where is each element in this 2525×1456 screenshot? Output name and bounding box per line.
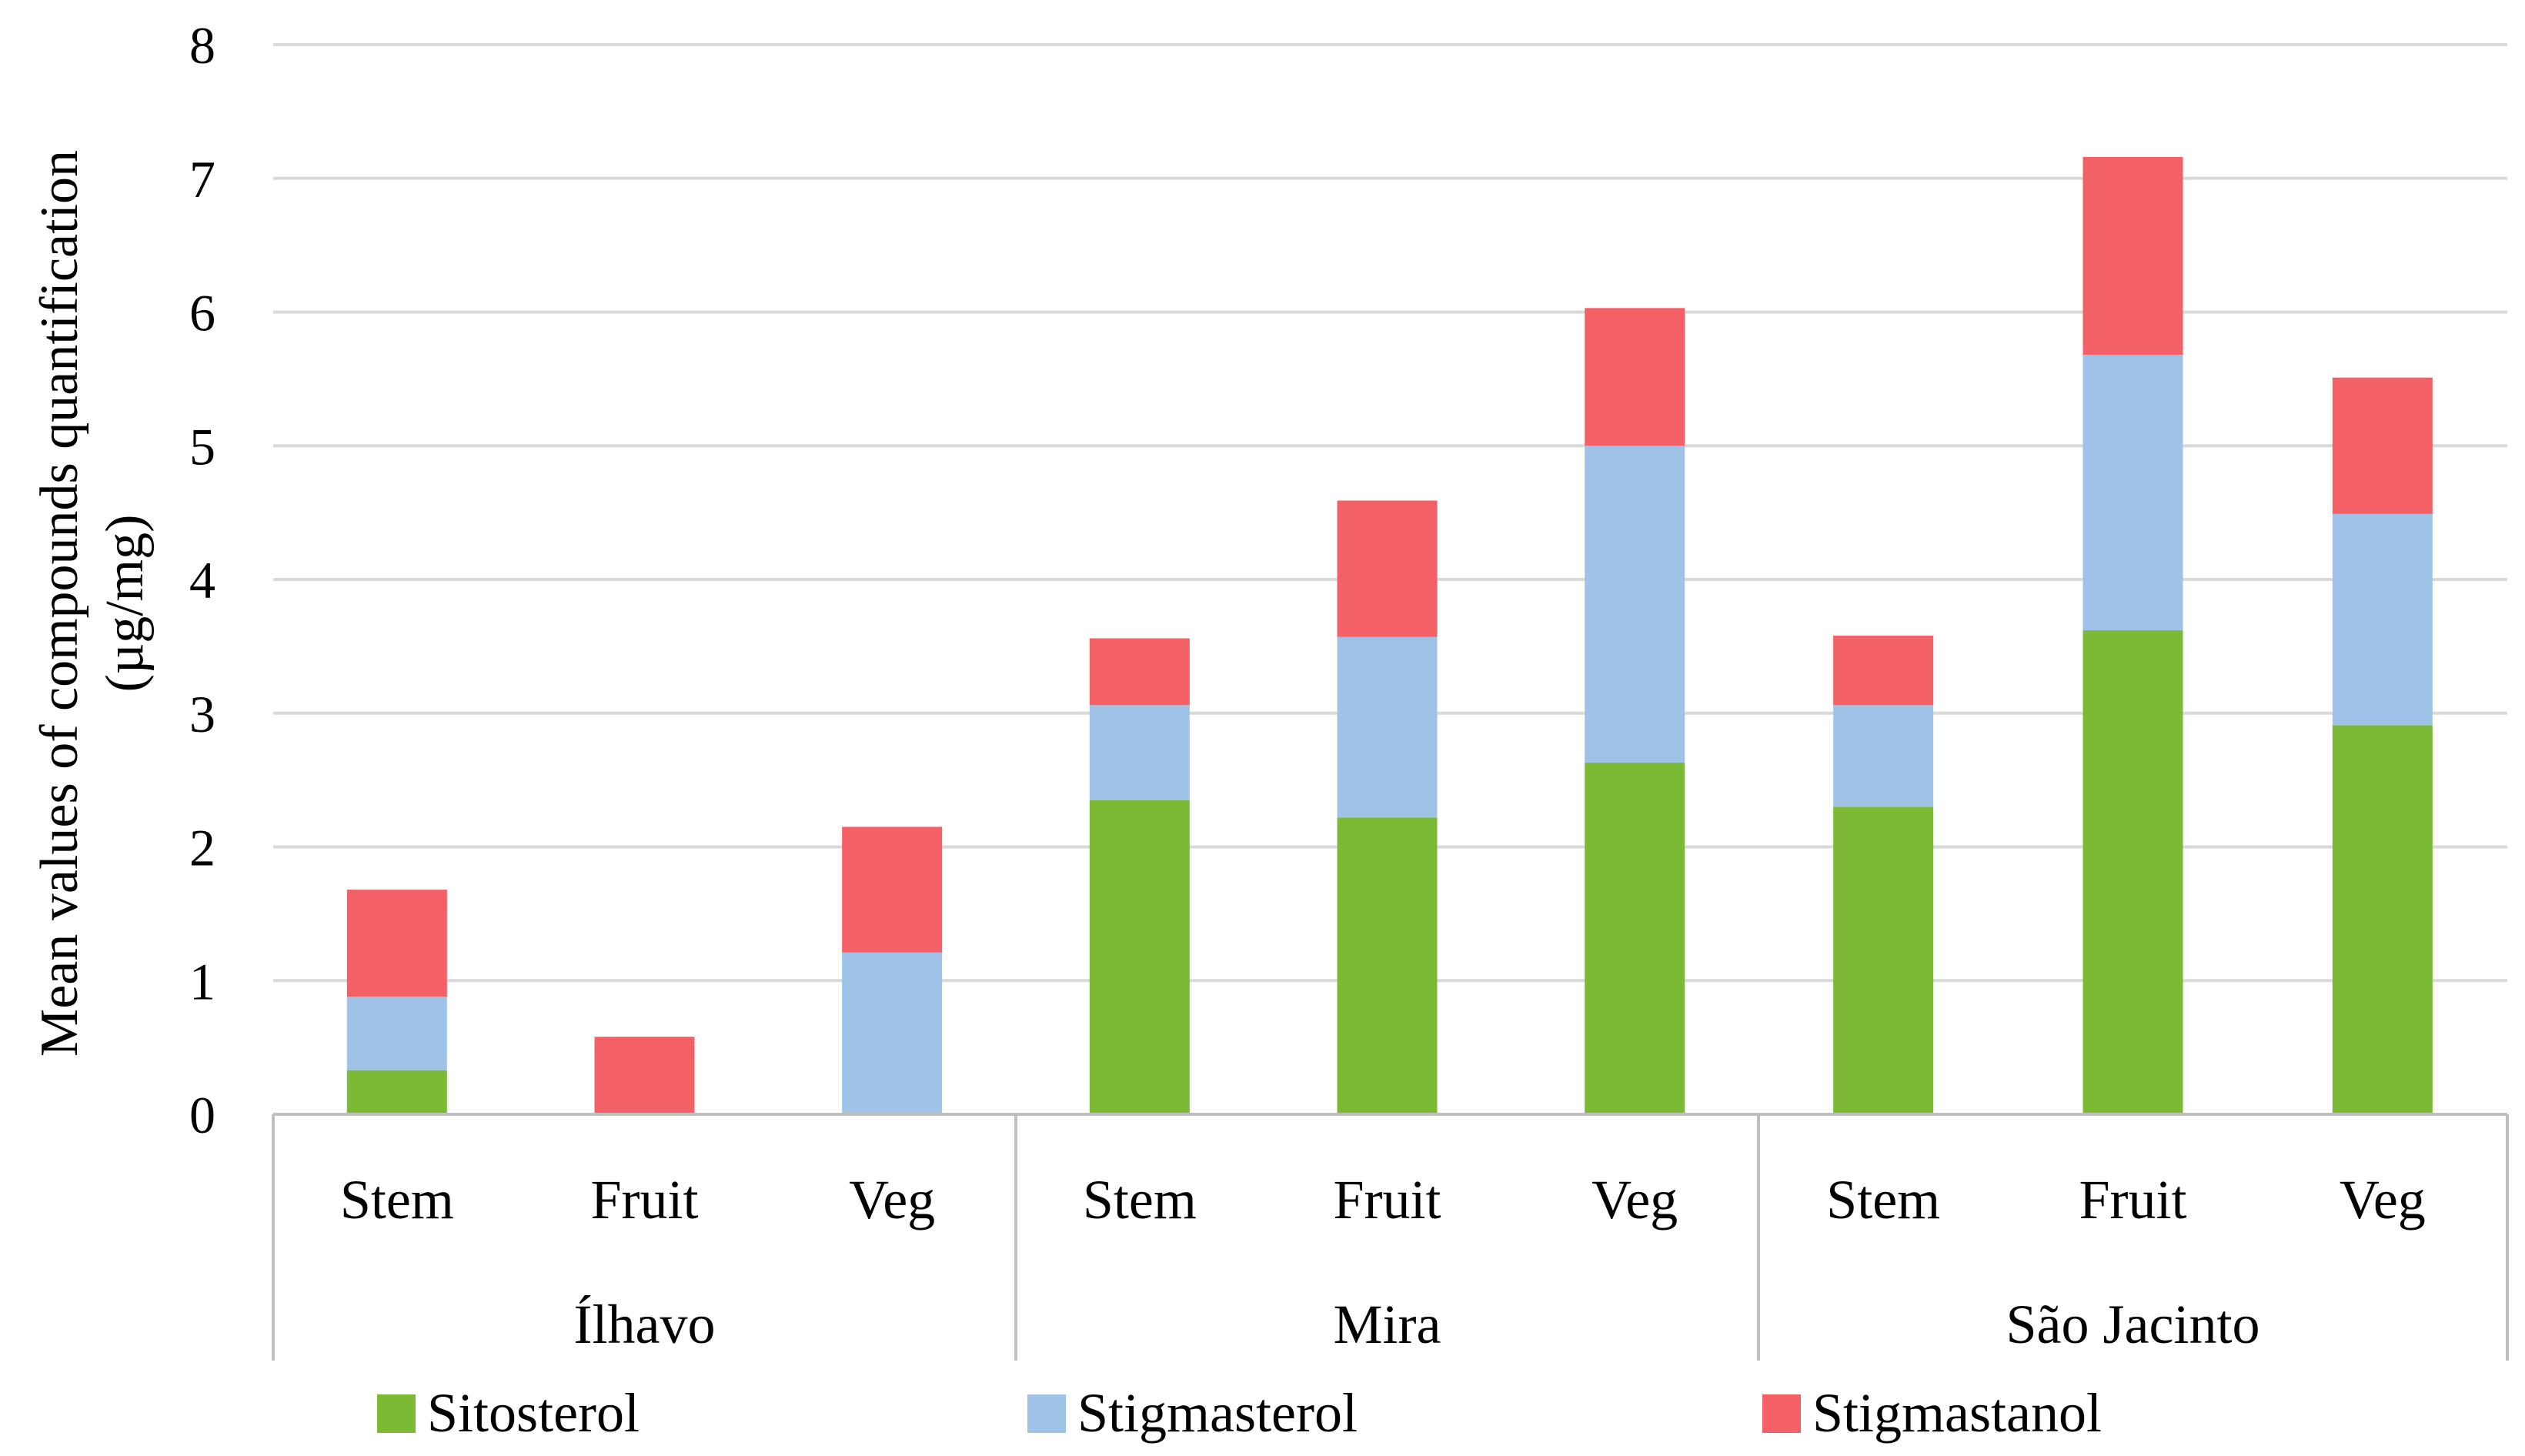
- bar-sitosterol-ílhavo-stem: [346, 1070, 447, 1114]
- legend: Sitosterol Stigmasterol Stigmastanol: [377, 1382, 2102, 1444]
- y-tick-label-0: 0: [189, 1086, 215, 1144]
- legend-swatch-stigmastanol: [1762, 1394, 1801, 1433]
- y-tick-label-5: 5: [189, 417, 215, 476]
- bar-stigmasterol-ílhavo-veg: [842, 952, 943, 1114]
- y-tick-label-3: 3: [189, 685, 215, 743]
- x-group-label-mira: Mira: [1334, 1294, 1441, 1355]
- bar-stigmastanol-são-jacinto-fruit: [2082, 156, 2183, 356]
- bar-sitosterol-mira-veg: [1585, 763, 1685, 1114]
- bar-stigmasterol-mira-veg: [1585, 446, 1685, 763]
- bar-stigmasterol-são-jacinto-stem: [1833, 705, 1934, 807]
- bar-sitosterol-são-jacinto-fruit: [2082, 630, 2183, 1114]
- legend-label-stigmastanol: Stigmastanol: [1812, 1382, 2102, 1444]
- bar-stigmasterol-são-jacinto-fruit: [2082, 355, 2183, 631]
- bar-stigmasterol-ílhavo-stem: [346, 997, 447, 1070]
- x-group-labels: Ílhavo Mira São Jacinto: [574, 1294, 2260, 1355]
- x-category-label-fruit: Fruit: [2079, 1169, 2186, 1231]
- legend-label-stigmasterol: Stigmasterol: [1077, 1382, 1358, 1444]
- bar-stigmastanol-ílhavo-stem: [346, 890, 447, 997]
- x-category-labels: Stem Fruit Veg Stem Fruit Veg Stem Fruit Veg: [340, 1169, 2426, 1231]
- bar-stigmastanol-mira-veg: [1585, 308, 1685, 446]
- bar-stigmasterol-são-jacinto-veg: [2332, 513, 2433, 726]
- x-group-label-ílhavo: Ílhavo: [574, 1294, 716, 1355]
- x-category-label-veg: Veg: [1591, 1169, 1678, 1231]
- x-category-label-fruit: Fruit: [1333, 1169, 1441, 1231]
- x-category-label-stem: Stem: [1083, 1169, 1197, 1231]
- y-tick-label-2: 2: [189, 819, 215, 877]
- y-tick-label-4: 4: [189, 551, 215, 609]
- x-category-label-veg: Veg: [849, 1169, 935, 1231]
- x-group-label-são-jacinto: São Jacinto: [2006, 1294, 2260, 1355]
- bar-stigmastanol-mira-fruit: [1337, 500, 1438, 637]
- bars: [346, 156, 2433, 1114]
- bar-sitosterol-mira-stem: [1089, 800, 1190, 1114]
- y-tick-label-8: 8: [189, 16, 215, 75]
- y-tick-label-7: 7: [189, 150, 215, 209]
- bar-stigmasterol-mira-fruit: [1337, 636, 1438, 818]
- bar-stigmastanol-são-jacinto-veg: [2332, 377, 2433, 514]
- y-tick-label-6: 6: [189, 284, 215, 342]
- legend-label-sitosterol: Sitosterol: [427, 1382, 640, 1444]
- bar-sitosterol-são-jacinto-veg: [2332, 725, 2433, 1114]
- bar-stigmastanol-são-jacinto-stem: [1833, 635, 1934, 706]
- y-axis-title-line-1: Mean values of compounds quantification: [30, 150, 89, 1057]
- bar-stigmastanol-ílhavo-veg: [842, 827, 943, 953]
- x-category-label-stem: Stem: [1826, 1169, 1940, 1231]
- y-axis-title-line-2: (µg/mg): [95, 515, 155, 693]
- bar-stigmasterol-mira-stem: [1089, 705, 1190, 800]
- legend-swatch-sitosterol: [377, 1394, 416, 1433]
- x-category-label-stem: Stem: [340, 1169, 454, 1231]
- x-category-label-fruit: Fruit: [590, 1169, 698, 1231]
- bar-stigmastanol-mira-stem: [1089, 638, 1190, 706]
- x-category-label-veg: Veg: [2340, 1169, 2426, 1231]
- bar-sitosterol-são-jacinto-stem: [1833, 806, 1934, 1114]
- legend-swatch-stigmasterol: [1027, 1394, 1066, 1433]
- bar-stigmastanol-ílhavo-fruit: [594, 1037, 695, 1114]
- axes: [272, 1113, 2509, 1361]
- y-tick-labels: 0 1 2 3 4 5 6 7 8: [189, 16, 215, 1144]
- y-tick-label-1: 1: [189, 952, 215, 1010]
- bar-sitosterol-mira-fruit: [1337, 817, 1438, 1114]
